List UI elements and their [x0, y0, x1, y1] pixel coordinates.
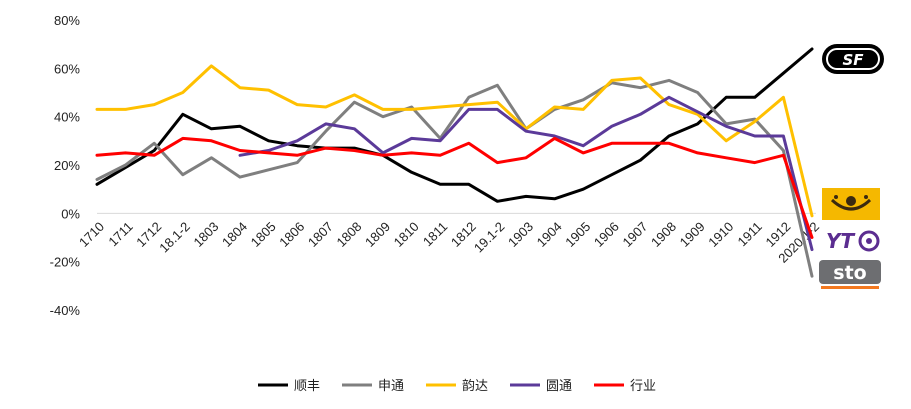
x-tick-label: 1811 — [420, 219, 450, 249]
x-tick-label: 1804 — [219, 219, 250, 250]
x-tick-label: 1904 — [534, 219, 565, 250]
x-tick-label: 1806 — [276, 219, 307, 250]
x-tick-label: 1805 — [248, 219, 279, 250]
y-tick-label: 0% — [61, 206, 80, 221]
sf-logo: SF — [822, 44, 884, 74]
x-tick-label: 1909 — [677, 219, 708, 250]
y-tick-label: -20% — [50, 255, 81, 270]
x-tick-label: 19.1-2 — [471, 219, 508, 256]
company-logos: SF YT sto — [819, 44, 884, 289]
series-line-4 — [95, 136, 814, 239]
y-tick-label: 80% — [54, 13, 80, 28]
x-tick-label: 1910 — [705, 219, 736, 250]
sf-logo-text: SF — [842, 51, 864, 69]
yunda-logo — [822, 188, 880, 220]
series-line-2 — [95, 64, 814, 218]
yto-logo: YT — [826, 229, 880, 253]
x-tick-label: 18.1-2 — [156, 219, 193, 256]
series-line-1 — [95, 78, 814, 278]
legend-label: 行业 — [630, 379, 656, 394]
yto-logo-text: YT — [826, 229, 855, 253]
x-tick-label: 1711 — [105, 219, 135, 249]
x-tick-label: 1908 — [648, 219, 679, 250]
legend-label: 圆通 — [546, 379, 572, 394]
y-tick-label: 60% — [54, 61, 80, 76]
sto-logo-text: sto — [833, 262, 866, 284]
legend-label: 顺丰 — [294, 379, 320, 394]
y-tick-label: 20% — [54, 158, 80, 173]
x-tick-label: 1810 — [391, 219, 422, 250]
x-tick-label: 1803 — [190, 219, 221, 250]
legend-label: 韵达 — [462, 379, 488, 394]
x-tick-label: 1807 — [305, 219, 336, 250]
x-tick-label: 1905 — [562, 219, 593, 250]
x-tick-label: 1903 — [505, 219, 536, 250]
x-tick-label: 1809 — [362, 219, 393, 250]
x-tick-label: 1911 — [735, 219, 765, 249]
y-tick-label: -40% — [50, 303, 81, 318]
y-tick-label: 40% — [54, 110, 80, 125]
x-tick-label: 1907 — [619, 219, 650, 250]
legend: 顺丰 申通 韵达 圆通 行业 — [258, 379, 656, 394]
x-tick-label: 1710 — [76, 219, 107, 250]
legend-label: 申通 — [378, 379, 404, 394]
series-lines — [95, 47, 814, 278]
series-line-0 — [95, 47, 814, 203]
x-tick-label: 1808 — [333, 219, 364, 250]
x-tick-label: 1906 — [591, 219, 622, 250]
chart-axes: -40%-20%0%20%40%60%80%17101711171218.1-2… — [50, 13, 822, 318]
series-line-3 — [238, 95, 814, 252]
sto-logo: sto — [819, 260, 881, 289]
